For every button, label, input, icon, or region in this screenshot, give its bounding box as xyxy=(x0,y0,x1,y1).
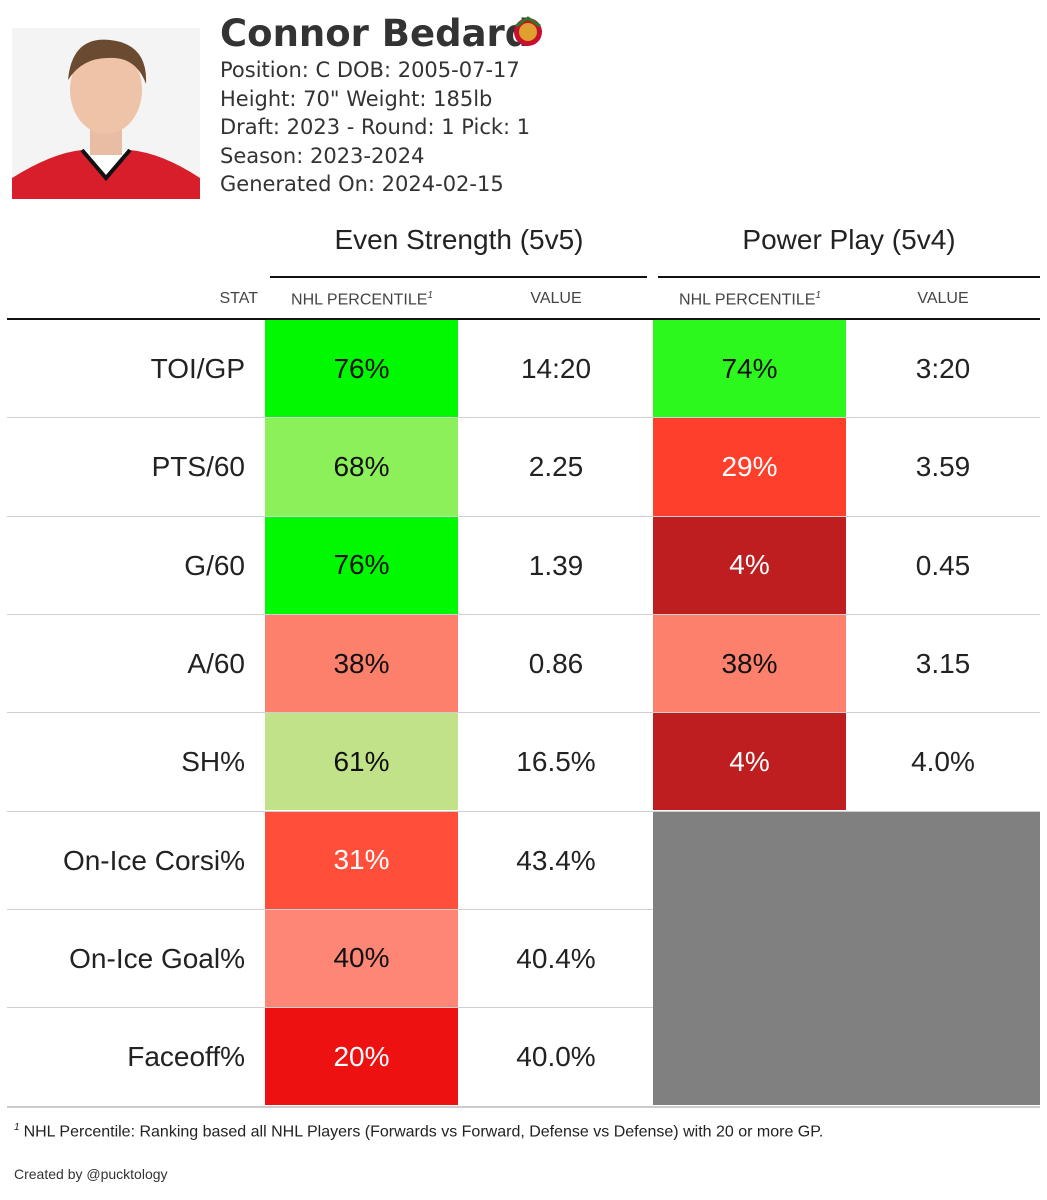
column-header: VALUE xyxy=(917,290,968,308)
percentile-cell: 61% xyxy=(265,713,458,811)
percentile-cell: 4% xyxy=(653,516,846,614)
percentile-cell: 4% xyxy=(653,713,846,811)
value-cell: 3:20 xyxy=(915,353,971,385)
player-info: Draft: 2023 - Round: 1 Pick: 1 xyxy=(220,115,531,139)
stat-label: SH% xyxy=(181,746,245,778)
player-name: Connor Bedard xyxy=(220,12,532,55)
column-label: STAT xyxy=(219,290,258,307)
footnote: 1 NHL Percentile: Ranking based all NHL P… xyxy=(14,1122,823,1141)
row-rule xyxy=(7,908,1040,910)
column-label: NHL PERCENTILE xyxy=(291,291,428,309)
footnote-marker: 1 xyxy=(427,290,433,301)
percentile-cell: 76% xyxy=(265,516,458,614)
column-header: VALUE xyxy=(530,290,581,308)
group-title: Power Play (5v4) xyxy=(742,224,956,255)
player-info: Season: 2023-2024 xyxy=(220,143,425,168)
row-rule xyxy=(7,1007,1040,1009)
value-cell: 0.86 xyxy=(528,648,584,680)
percentile-cell: 29% xyxy=(653,418,846,516)
table-bottom-rule xyxy=(7,1106,1040,1109)
group-rule xyxy=(270,276,647,278)
value-cell: 40.0% xyxy=(516,1041,596,1073)
footnote-marker: 1 xyxy=(815,290,821,301)
player-info: Generated On: 2024-02-15 xyxy=(220,172,504,196)
stat-label: TOI/GP xyxy=(150,353,245,384)
value-cell: 2.25 xyxy=(528,451,584,483)
percentile-cell: 40% xyxy=(265,909,458,1008)
row-rule xyxy=(7,613,1040,615)
stat-label: PTS/60 xyxy=(151,451,245,483)
percentile-cell: 38% xyxy=(265,614,458,713)
value-cell: 3.59 xyxy=(915,451,971,483)
column-label: NHL PERCENTILE xyxy=(679,291,816,309)
value-cell: 4.0% xyxy=(911,746,975,778)
value-cell: 40.4% xyxy=(516,942,596,974)
percentile-cell: 76% xyxy=(265,320,458,418)
player-info: Height: 70" Weight: 185lb xyxy=(220,86,493,111)
column-label: VALUE xyxy=(530,290,582,307)
header-rule xyxy=(7,318,1040,320)
percentile-cell: 74% xyxy=(653,320,846,418)
group-rule xyxy=(658,276,1040,278)
credit: Created by @pucktology xyxy=(14,1166,168,1182)
value-cell: 16.5% xyxy=(516,746,596,778)
value-cell: 3.15 xyxy=(915,648,971,680)
percentile-cell: 68% xyxy=(265,418,458,516)
column-label: VALUE xyxy=(917,290,969,307)
percentile-cell: 38% xyxy=(653,614,846,713)
row-rule xyxy=(7,810,1040,812)
player-photo xyxy=(12,28,200,199)
row-rule xyxy=(7,515,1040,517)
footnote-text: NHL Percentile: Ranking based all NHL Pl… xyxy=(23,1123,824,1141)
value-cell: 0.45 xyxy=(915,549,971,581)
footnote-marker: 1 xyxy=(14,1122,20,1133)
stat-label: A/60 xyxy=(187,647,245,679)
stat-label: Faceoff% xyxy=(127,1041,245,1073)
empty-block xyxy=(653,811,1040,1106)
value-cell: 1.39 xyxy=(528,549,584,581)
row-rule xyxy=(7,417,1040,419)
row-rule xyxy=(7,712,1040,714)
stat-label: On-Ice Goal% xyxy=(69,942,245,974)
stat-label: On-Ice Corsi% xyxy=(62,844,245,876)
value-cell: 43.4% xyxy=(516,844,596,876)
percentile-cell: 31% xyxy=(265,811,458,909)
column-header: NHL PERCENTILE1 xyxy=(679,290,821,309)
group-title: Even Strength (5v5) xyxy=(334,224,584,255)
stat-label: G/60 xyxy=(184,549,245,581)
column-header: STAT xyxy=(219,290,258,308)
percentile-cell: 20% xyxy=(265,1008,458,1106)
player-info: Position: C DOB: 2005-07-17 xyxy=(220,58,520,82)
value-cell: 14:20 xyxy=(520,353,592,385)
team-logo xyxy=(514,16,542,46)
column-header: NHL PERCENTILE1 xyxy=(291,290,433,309)
